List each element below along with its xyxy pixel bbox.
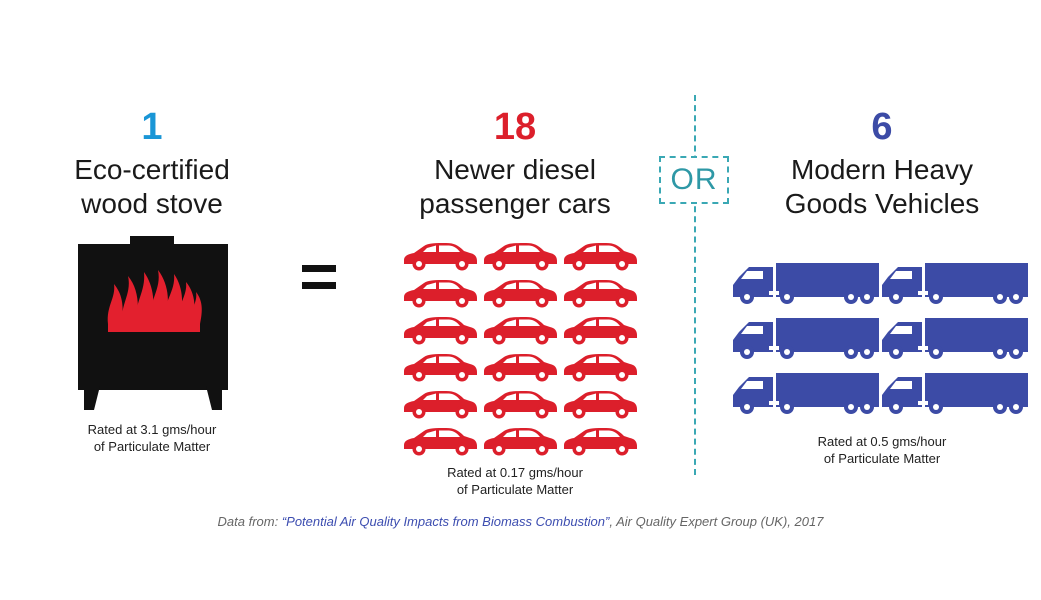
cars-count: 18 [493, 106, 537, 148]
or-label: OR [659, 156, 729, 204]
cars-caption-line-2: of Particulate Matter [456, 482, 574, 497]
stove-caption: Rated at 3.1 gms/hour of Particulate Mat… [52, 421, 252, 455]
truck-icon [733, 263, 879, 305]
source-title-link[interactable]: “Potential Air Quality Impacts from Biom… [281, 514, 610, 529]
truck-icon [733, 373, 879, 415]
car-icon [562, 390, 638, 420]
car-icon [482, 242, 558, 272]
wood-stove-icon [78, 236, 228, 410]
car-icon [402, 242, 478, 272]
source-prefix: Data from: [217, 514, 282, 529]
cars-title-line-1: Newer diesel [434, 154, 596, 185]
car-icon [562, 316, 638, 346]
car-icon [402, 390, 478, 420]
car-icon [482, 316, 558, 346]
car-icon [562, 353, 638, 383]
trucks-count: 6 [871, 106, 893, 148]
trucks-title: Modern Heavy Goods Vehicles [772, 153, 992, 221]
equals-bar-bottom [302, 282, 336, 289]
car-icon [482, 427, 558, 457]
divider-line [694, 95, 696, 475]
source-citation: Data from: “Potential Air Quality Impact… [0, 514, 1041, 529]
car-icon [402, 427, 478, 457]
truck-icon [882, 263, 1028, 305]
equals-sign [302, 265, 336, 291]
car-icon [562, 279, 638, 309]
trucks-title-line-1: Modern Heavy [790, 154, 974, 185]
car-icon [562, 242, 638, 272]
cars-caption: Rated at 0.17 gms/hour of Particulate Ma… [410, 464, 620, 498]
stove-caption-line-2: of Particulate Matter [93, 439, 211, 454]
car-icon [482, 353, 558, 383]
car-icon [402, 279, 478, 309]
trucks-caption-line-2: of Particulate Matter [823, 451, 941, 466]
stove-caption-line-1: Rated at 3.1 gms/hour [87, 422, 217, 437]
trucks-caption: Rated at 0.5 gms/hour of Particulate Mat… [772, 433, 992, 467]
car-icon [402, 316, 478, 346]
cars-title: Newer diesel passenger cars [410, 153, 620, 221]
trucks-caption-line-1: Rated at 0.5 gms/hour [817, 434, 947, 449]
car-icon [402, 353, 478, 383]
truck-icon [882, 373, 1028, 415]
stove-count: 1 [141, 106, 163, 148]
truck-icon [733, 318, 879, 360]
car-icon [562, 427, 638, 457]
stove-title-line-1: Eco-certified [74, 154, 230, 185]
cars-title-line-2: passenger cars [419, 188, 611, 219]
truck-icon [882, 318, 1028, 360]
cars-caption-line-1: Rated at 0.17 gms/hour [447, 465, 583, 480]
trucks-title-line-2: Goods Vehicles [784, 188, 980, 219]
car-icon [482, 279, 558, 309]
source-suffix: , Air Quality Expert Group (UK), 2017 [609, 514, 824, 529]
stove-title-line-2: wood stove [81, 188, 223, 219]
equals-bar-top [302, 265, 336, 272]
car-icon [482, 390, 558, 420]
stove-title: Eco-certified wood stove [52, 153, 252, 221]
